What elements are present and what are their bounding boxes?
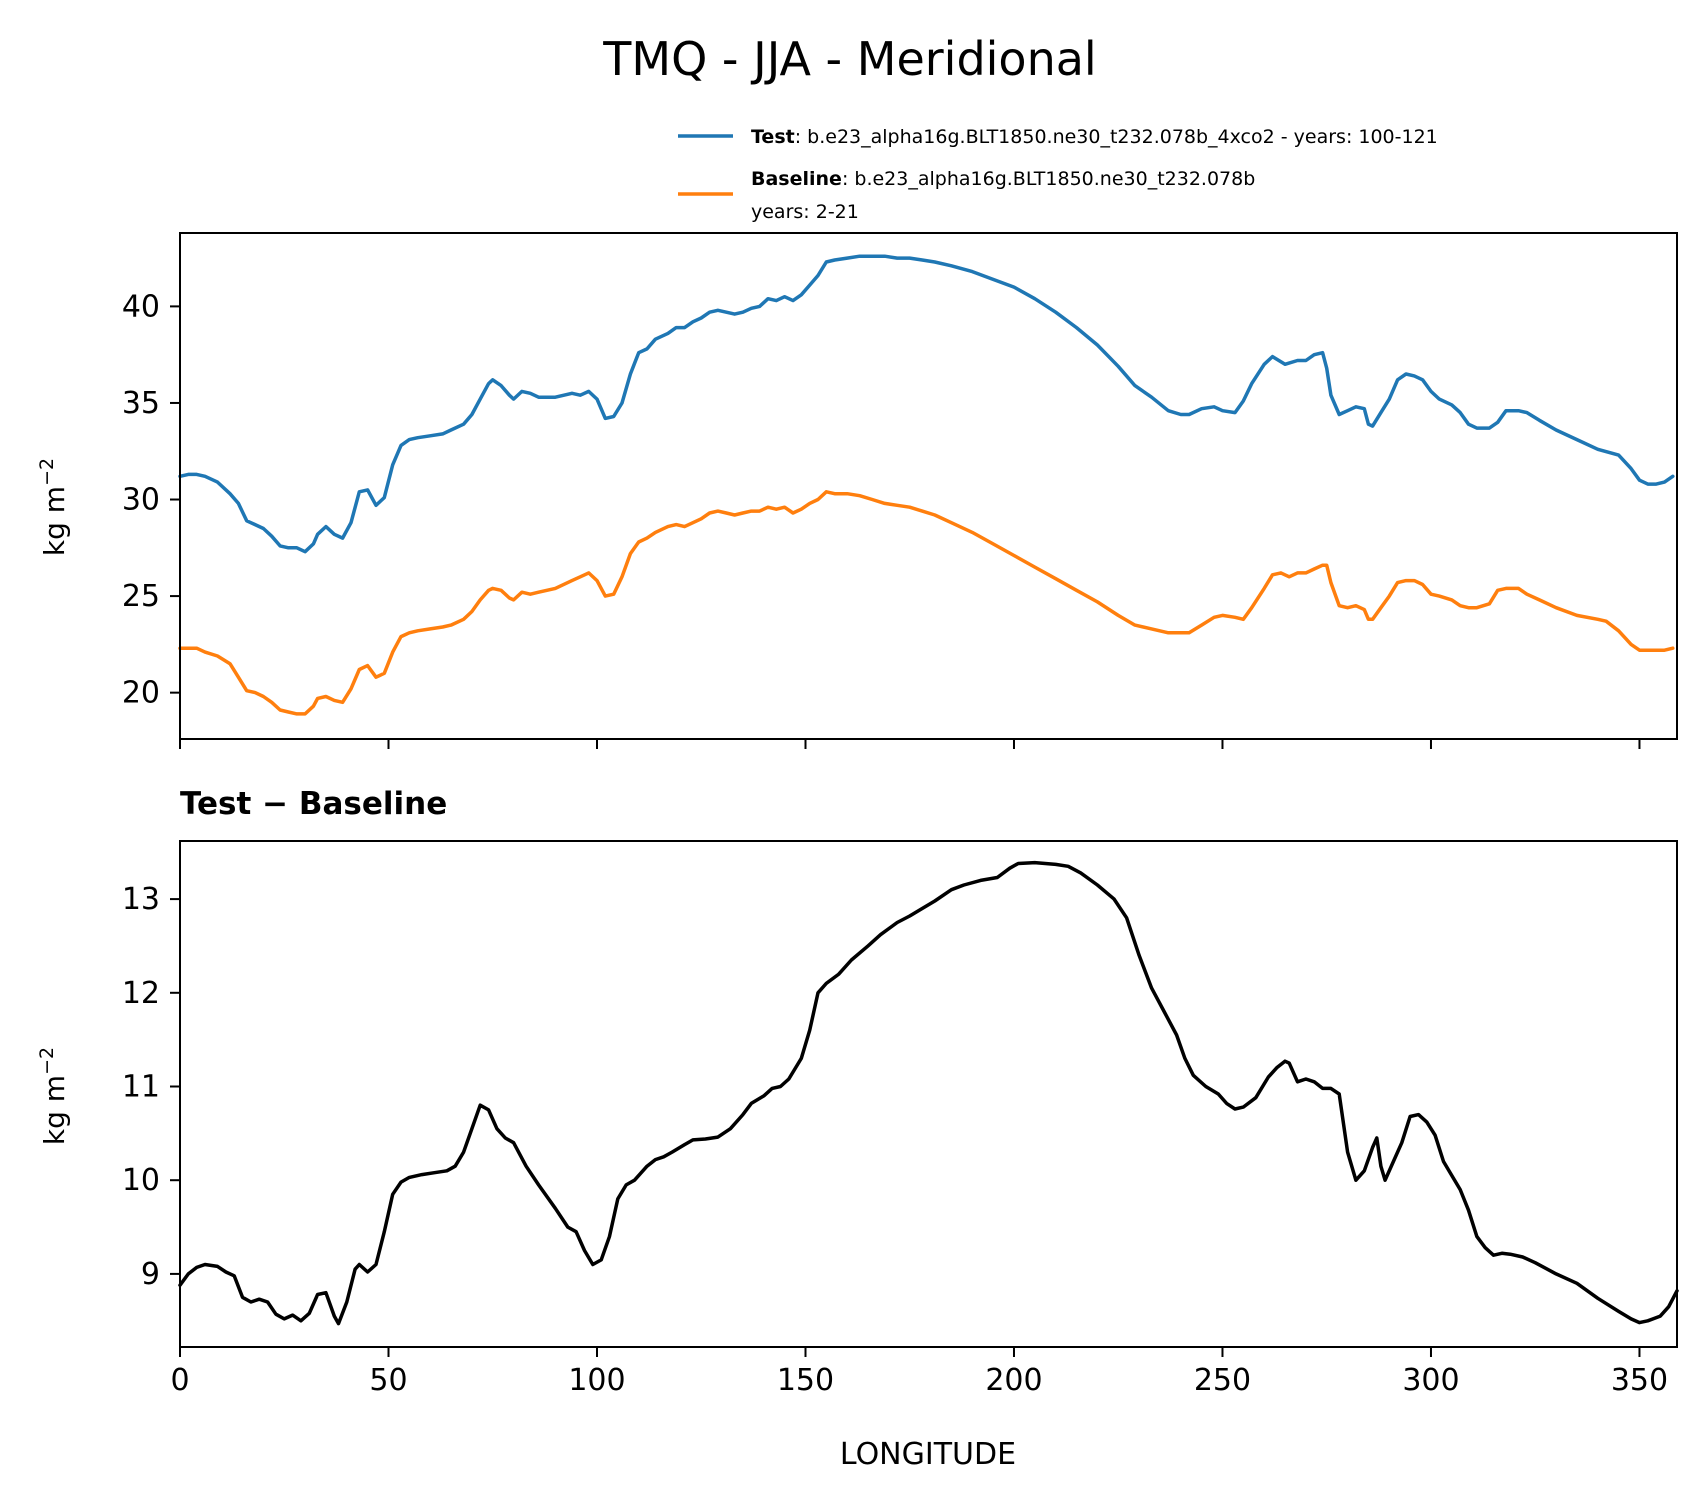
top-ytick-label: 20 (122, 676, 160, 711)
bottom-xlabel: LONGITUDE (840, 1437, 1016, 1472)
top-ylabel: kg m−2 (36, 458, 71, 556)
bottom-title: Test − Baseline (180, 786, 447, 822)
bottom-lines (178, 860, 1679, 1326)
bottom-xtick-label: 150 (777, 1363, 834, 1398)
panel-top: kg m−2 20 25 30 35 40 (36, 232, 1678, 749)
legend: Test: b.e23_alpha16g.BLT1850.ne30_t232.0… (678, 126, 1438, 223)
legend-label-baseline-years: years: 2-21 (751, 201, 859, 223)
bottom-series-line-difference (178, 860, 1679, 1326)
top-lines (178, 254, 1675, 716)
top-series-line-test (178, 254, 1675, 554)
bottom-xtick-label: 0 (170, 1363, 189, 1398)
bottom-ytick-label: 9 (141, 1257, 160, 1292)
bottom-xtick-label: 300 (1402, 1363, 1459, 1398)
bottom-xtick-label: 350 (1611, 1363, 1668, 1398)
top-ytick-label: 25 (122, 579, 160, 614)
bottom-ytick-label: 11 (122, 1070, 160, 1105)
panel-bottom: Test − Baseline kg m−2 LONGITUDE 0 50 100 1… (36, 786, 1679, 1472)
legend-label-test: Test: b.e23_alpha16g.BLT1850.ne30_t232.0… (751, 126, 1438, 148)
top-ytick-label: 40 (122, 289, 160, 324)
top-ytick-label: 30 (122, 483, 160, 518)
bottom-ytick-label: 12 (122, 976, 160, 1011)
top-ticks: 20 25 30 35 40 (122, 289, 1641, 749)
legend-label-baseline: Baseline: b.e23_alpha16g.BLT1850.ne30_t2… (751, 168, 1255, 190)
top-axes-frame (179, 232, 1678, 740)
bottom-ytick-label: 10 (122, 1163, 160, 1198)
figure-title: TMQ - JJA - Meridional (602, 32, 1096, 86)
bottom-xtick-label: 100 (568, 1363, 625, 1398)
bottom-axes-frame (179, 840, 1678, 1348)
bottom-ytick-label: 13 (122, 882, 160, 917)
bottom-ylabel: kg m−2 (36, 1047, 71, 1145)
top-ytick-label: 35 (122, 386, 160, 421)
bottom-ticks: 0 50 100 150 200 250 300 350 9 10 11 12 13 (122, 882, 1668, 1398)
bottom-xtick-label: 250 (1194, 1363, 1251, 1398)
bottom-xtick-label: 200 (985, 1363, 1042, 1398)
bottom-xtick-label: 50 (369, 1363, 407, 1398)
top-series-line-baseline (178, 490, 1675, 716)
